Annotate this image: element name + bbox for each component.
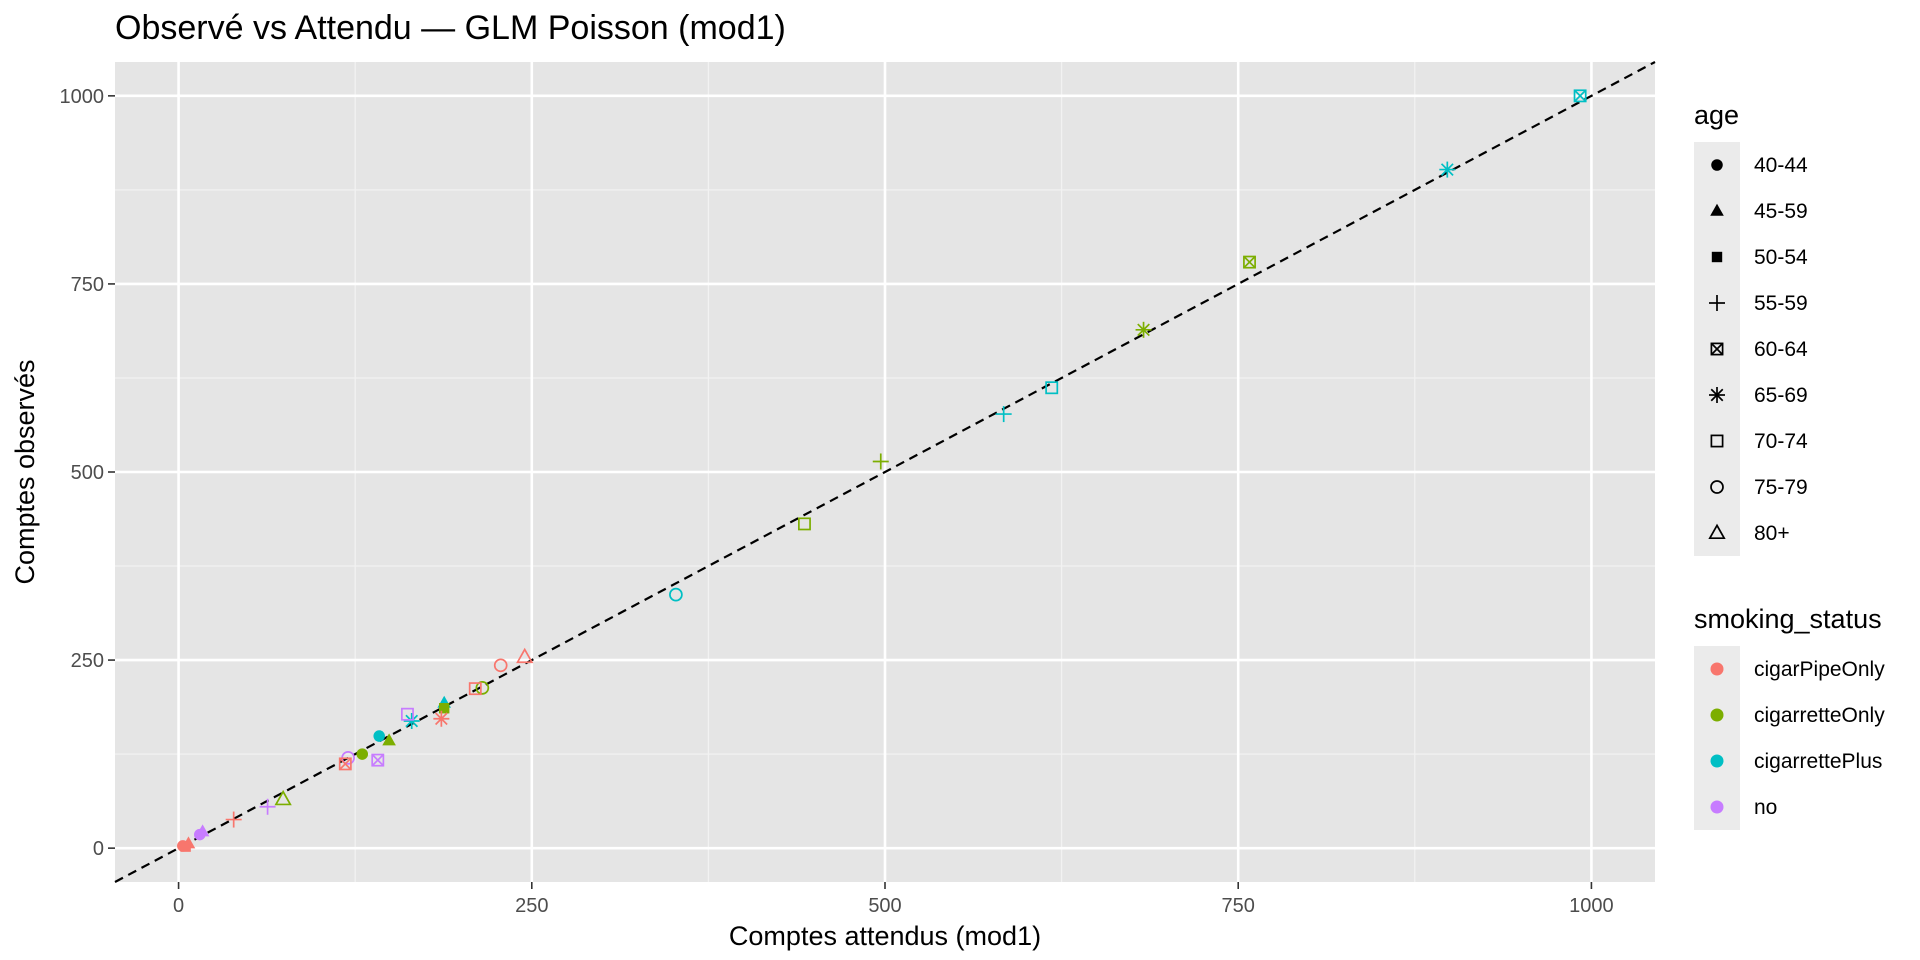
legend-label-age: 40-44 [1754,154,1808,177]
y-tick-label: 500 [71,462,104,484]
data-point [1135,321,1152,338]
data-point [493,658,508,673]
legend-key-45-59 [1710,203,1724,216]
legend-label-age: 60-64 [1754,338,1808,361]
legend-label-age: 45-59 [1754,200,1808,223]
x-tick-label: 0 [173,895,184,917]
data-point [433,710,450,727]
data-point [225,811,242,828]
reference-line-y-equals-x [114,61,1656,883]
data-point [373,730,385,742]
legend-key-65-69 [1709,387,1725,403]
data-point [177,840,189,852]
legend-title-smoking-status: smoking_status [1694,604,1882,634]
legend-key-background [1694,646,1740,830]
data-point [259,798,276,815]
legend-key-55-59 [1709,295,1725,311]
x-tick-label: 1000 [1569,895,1614,917]
data-point [995,406,1012,423]
x-axis-title: Comptes attendus (mod1) [729,921,1041,951]
legends: age 40-44 45-59 50-54 55-59 60-64 65-69 70-74 75… [1694,100,1885,830]
legend-key-60-64 [1710,342,1724,356]
legend-label-age: 55-59 [1754,292,1808,315]
legend-key-cigarrettePlus [1710,754,1724,768]
legend-label-age: 80+ [1754,522,1790,545]
data-point [356,748,369,760]
data-point [1045,381,1059,395]
legend-label-age: 75-79 [1754,476,1808,499]
y-axis-title: Comptes observés [10,359,40,584]
chart-title: Observé vs Attendu — GLM Poisson (mod1) [115,9,786,47]
data-point [1573,89,1587,103]
data-point [382,733,396,746]
legend-label-age: 65-69 [1754,384,1808,407]
legend-key-40-44 [1711,159,1723,171]
data-point [798,517,811,531]
legend-key-50-54 [1711,251,1723,263]
data-point [475,681,490,695]
x-tick-label: 750 [1222,895,1255,917]
legend-label-smoking-status: cigarPipeOnly [1754,658,1885,681]
legend-key-cigarretteOnly [1710,708,1724,722]
x-tick-label: 500 [868,895,901,917]
y-tick-label: 250 [71,650,104,672]
data-point [1439,161,1456,178]
data-point [468,682,482,696]
data-point [338,757,352,771]
data-point [371,753,385,767]
y-axis: 0 250 500 750 1000 [60,86,115,860]
legend-key-70-74 [1710,434,1724,448]
y-tick-label: 750 [71,274,104,296]
data-point [438,703,450,714]
legend-key-80+ [1708,523,1726,540]
legend-label-age: 70-74 [1754,430,1808,453]
legend-key-cigarPipeOnly [1710,662,1724,676]
legend-label-smoking-status: cigarretteOnly [1754,704,1885,727]
data-points [177,89,1587,852]
data-point [516,647,534,664]
data-point [872,453,889,470]
x-axis: 0 250 500 750 1000 [173,882,1614,917]
data-point [194,828,206,841]
y-tick-label: 0 [93,838,104,860]
data-point [274,789,292,806]
legend-title-age: age [1694,100,1739,130]
y-tick-label: 1000 [60,86,105,108]
legend-label-smoking-status: cigarrettePlus [1754,750,1882,773]
data-point [1243,255,1256,269]
legend-label-age: 50-54 [1754,246,1808,269]
data-point [403,713,420,730]
legend-label-smoking-status: no [1754,796,1777,819]
legend-key-no [1710,800,1724,814]
reference-line [114,61,1656,883]
x-tick-label: 250 [515,895,548,917]
legend-key-75-79 [1710,480,1724,494]
data-point [401,707,414,721]
data-point [669,587,683,602]
